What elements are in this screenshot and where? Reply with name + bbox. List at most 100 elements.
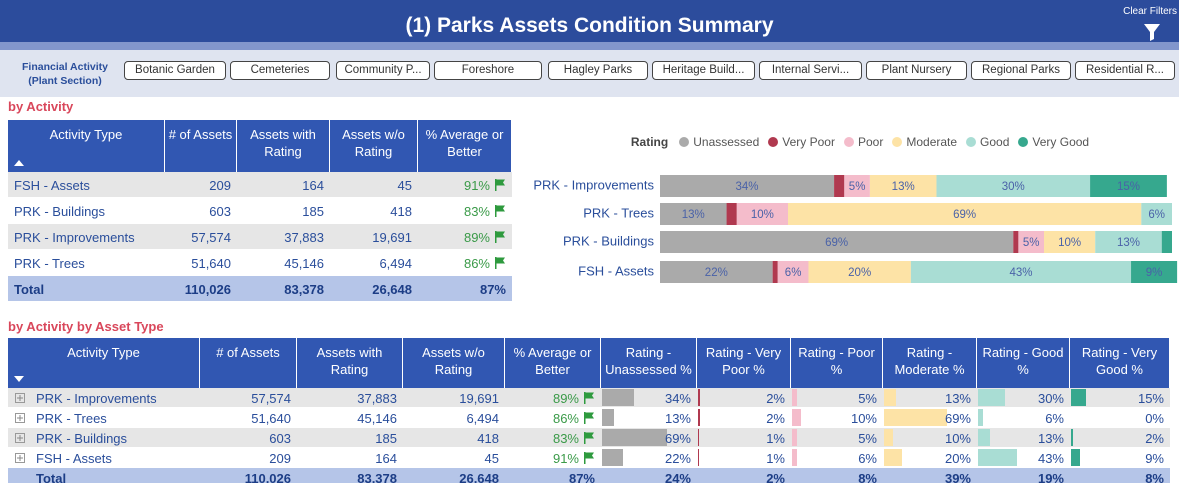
legend-marker — [966, 137, 977, 147]
table-cell: 26,648 — [330, 276, 418, 302]
cell-text: 91% — [463, 177, 490, 193]
table-cell: 34% — [601, 388, 697, 408]
cell-text: 6% — [858, 450, 877, 466]
flag-icon — [495, 205, 505, 217]
table-cell: PRK - Trees — [8, 408, 200, 428]
legend-label: Moderate — [906, 135, 958, 149]
column-header[interactable]: Assets w/o Rating — [330, 120, 418, 172]
filter-button[interactable]: Regional Parks — [971, 61, 1071, 80]
data-bar — [698, 449, 699, 466]
data-bar — [884, 449, 903, 466]
bar-segment — [660, 175, 835, 197]
expand-toggle[interactable] — [15, 453, 25, 463]
data-label: 15% — [1117, 181, 1140, 193]
bar-segment — [910, 261, 1132, 283]
chart: PRK - Improvements 34% 5% 13% 30% 15% PRK - Tr… — [533, 175, 1178, 283]
column-header[interactable]: Rating - Poor % — [791, 338, 883, 388]
table-cell: 26,648 — [403, 468, 505, 483]
cell-text: 51,640 — [251, 410, 291, 426]
table-cell: 110,026 — [200, 468, 297, 483]
column-header[interactable]: Activity Type — [8, 120, 165, 172]
filter-button[interactable]: Heritage Build... — [652, 61, 755, 80]
data-bar — [1071, 429, 1073, 446]
filter-button[interactable]: Plant Nursery — [866, 61, 967, 80]
bar-segment — [1018, 231, 1044, 253]
table-cell: 164 — [297, 448, 403, 468]
cell-text: 209 — [269, 450, 291, 466]
table-cell: 39% — [883, 468, 977, 483]
column-header[interactable]: Rating - Very Poor % — [697, 338, 791, 388]
cell-text: 34% — [664, 390, 691, 406]
column-header[interactable]: Rating - Very Good % — [1070, 338, 1170, 388]
table-cell: 164 — [237, 172, 330, 198]
bar-segment — [1090, 175, 1167, 197]
table-cell: 83,378 — [237, 276, 330, 302]
table-cell: 87% — [505, 468, 601, 483]
legend-title: Rating — [630, 135, 669, 149]
cell-text: 164 — [302, 177, 324, 193]
cell-text: 6% — [1045, 410, 1064, 426]
table-cell: 24% — [601, 468, 697, 483]
column-header[interactable]: # of Assets — [200, 338, 297, 388]
table-cell: 69% — [601, 428, 697, 448]
table-cell: 2% — [697, 408, 791, 428]
table-cell: 418 — [403, 428, 505, 448]
cell-text: 6,494 — [379, 255, 412, 271]
column-header[interactable]: Assets with Rating — [237, 120, 330, 172]
y-tick-label: PRK - Trees — [583, 205, 654, 220]
table-cell: 603 — [200, 428, 297, 448]
cell-text: FSH - Assets — [14, 177, 90, 193]
bar-segment — [936, 175, 1091, 197]
filter-button[interactable]: Cemeteries — [230, 61, 330, 80]
column-header[interactable]: # of Assets — [165, 120, 237, 172]
data-label: 13% — [682, 209, 705, 221]
table-cell: 87% — [418, 276, 512, 302]
data-label: 69% — [825, 237, 848, 249]
expand-toggle[interactable] — [15, 413, 25, 423]
expand-toggle[interactable] — [15, 433, 25, 443]
data-bar — [602, 429, 667, 446]
table-cell: 45,146 — [297, 408, 403, 428]
table-row — [8, 224, 512, 250]
data-label: 43% — [1009, 267, 1032, 279]
column-header[interactable]: Rating - Unassessed % — [601, 338, 697, 388]
data-bar — [792, 389, 797, 406]
table-cell: 57,574 — [200, 388, 297, 408]
filter-button[interactable]: Community P... — [336, 61, 430, 80]
bar-segment — [660, 203, 727, 225]
cell-text: PRK - Improvements — [14, 229, 135, 245]
filter-button[interactable]: Residential R... — [1075, 61, 1175, 80]
column-header[interactable]: Assets w/o Rating — [403, 338, 505, 388]
cell-text: 15% — [1137, 390, 1164, 406]
cell-text: 89% — [463, 229, 490, 245]
column-header[interactable]: % Average or Better — [505, 338, 601, 388]
table-cell: PRK - Trees — [8, 250, 165, 276]
clear-filters[interactable]: Clear Filters — [1123, 6, 1177, 17]
column-header[interactable]: Assets with Rating — [297, 338, 403, 388]
cell-text: 89% — [552, 390, 579, 406]
bar-segment — [726, 203, 737, 225]
table-cell: 5% — [791, 428, 883, 448]
cell-text: 69% — [944, 410, 971, 426]
cell-text: 37,883 — [357, 390, 397, 406]
cell-text: 5% — [858, 390, 877, 406]
filter-button[interactable]: Internal Servi... — [759, 61, 862, 80]
filter-button[interactable]: Foreshore — [434, 61, 542, 80]
table-cell: 19,691 — [403, 388, 505, 408]
filter-icon[interactable] — [1143, 22, 1161, 42]
column-header[interactable]: Rating - Good % — [977, 338, 1070, 388]
filter-button[interactable]: Hagley Parks — [548, 61, 648, 80]
column-header[interactable]: Rating - Moderate % — [883, 338, 977, 388]
cell-text: 1% — [766, 430, 785, 446]
table-cell: 91% — [505, 448, 601, 468]
filter-button[interactable]: Botanic Garden — [124, 61, 226, 80]
table-cell: Total — [8, 276, 165, 302]
table-cell: 2% — [697, 388, 791, 408]
expand-toggle[interactable] — [15, 393, 25, 403]
cell-text: 19,691 — [459, 390, 499, 406]
column-header[interactable]: % Average or Better — [418, 120, 512, 172]
column-header[interactable]: Activity Type — [8, 338, 200, 388]
cell-text: 2% — [766, 390, 785, 406]
table-cell: 83,378 — [297, 468, 403, 483]
